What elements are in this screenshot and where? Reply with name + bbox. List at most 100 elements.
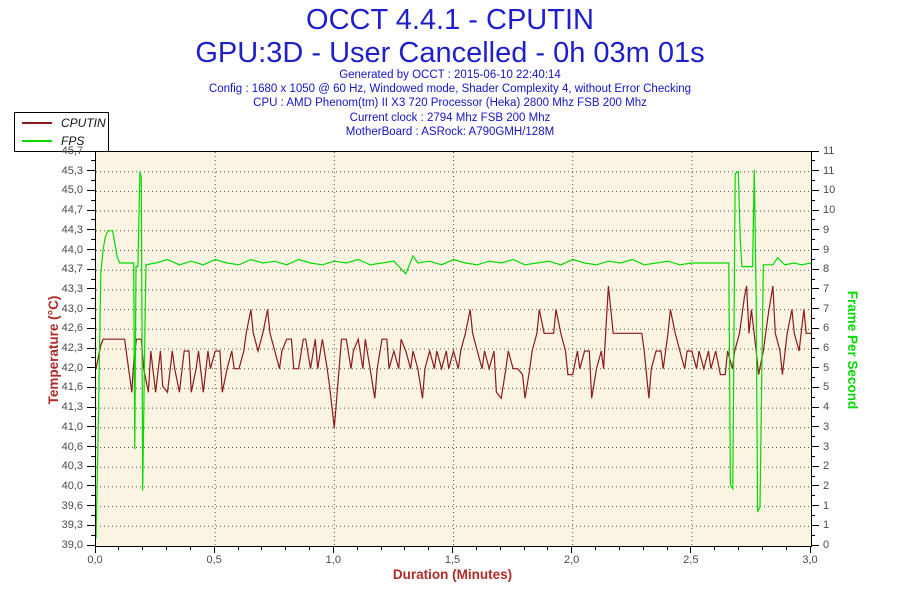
y-right-tick-label: 10: [823, 184, 836, 197]
x-axis-title: Duration (Minutes): [392, 567, 513, 582]
x-tick-label: 0,0: [87, 554, 103, 566]
legend-label-cputin: CPUTIN: [61, 116, 106, 130]
y-left-tick-label: 45,0: [61, 184, 83, 197]
y-right-major-tick: [811, 170, 819, 172]
y-right-tick-label: 2: [823, 460, 830, 473]
legend-item-cputin: CPUTIN: [15, 115, 108, 131]
info-line-cpu: CPU : AMD Phenom(tm) II X3 720 Processor…: [253, 97, 647, 110]
y-left-major-tick: [87, 426, 95, 428]
plot-area: [95, 151, 812, 547]
legend-item-fps: FPS: [15, 133, 108, 149]
info-line-generated: Generated by OCCT : 2015-06-10 22:40:14: [339, 69, 561, 81]
y-right-major-tick: [811, 209, 819, 211]
y-left-tick-label: 44,0: [61, 243, 83, 256]
report-title: OCCT 4.4.1 - CPUTIN: [306, 4, 594, 36]
x-major-tick: [452, 546, 453, 553]
cputin-line-swatch: [22, 122, 52, 124]
y-left-major-tick: [87, 386, 95, 388]
y-left-major-tick: [87, 229, 95, 231]
y-left-major-tick: [87, 485, 95, 487]
y-right-major-tick: [811, 268, 819, 270]
x-major-tick: [213, 546, 215, 553]
series-line-fps: [96, 169, 811, 539]
info-line-clock: Current clock : 2794 Mhz FSB 200 Mhz: [349, 111, 551, 124]
y-right-major-tick: [811, 288, 819, 290]
y-right-tick-label: 1: [823, 519, 830, 532]
y-left-major-tick: [87, 249, 95, 250]
y-right-major-tick: [811, 189, 819, 191]
y-left-major-tick: [87, 189, 95, 191]
y-left-major-tick: [87, 209, 95, 211]
report-subtitle: GPU:3D - User Cancelled - 0h 03m 01s: [195, 37, 705, 69]
y-axis-right-title: Frame Per Second: [845, 290, 860, 410]
y-left-tick-label: 40,3: [61, 460, 83, 473]
y-left-major-tick: [87, 308, 95, 310]
x-major-tick: [332, 546, 334, 553]
y-left-tick-label: 39,6: [61, 499, 83, 512]
info-line-config: Config : 1680 x 1050 @ 60 Hz, Windowed m…: [208, 83, 692, 96]
x-tick-label: 1,5: [444, 554, 461, 566]
y-left-major-tick: [87, 327, 95, 329]
y-right-major-tick: [811, 465, 819, 467]
y-right-major-tick: [811, 485, 819, 487]
series-line-cputin: [96, 285, 811, 428]
y-left-major-tick: [87, 505, 95, 507]
fps-line-swatch: [22, 140, 52, 142]
y-right-major-tick: [811, 505, 819, 507]
y-right-tick-label: 0: [823, 539, 830, 551]
y-right-tick-label: 9: [823, 243, 830, 256]
y-right-major-tick: [811, 406, 819, 408]
x-tick-label: 1,0: [325, 554, 341, 566]
legend-label-fps: FPS: [61, 134, 85, 148]
x-major-tick: [809, 546, 811, 553]
chart-canvas: [96, 152, 811, 546]
y-left-tick-label: 45,3: [61, 164, 83, 177]
y-right-major-tick: [811, 367, 819, 369]
x-tick-label: 0,5: [206, 554, 222, 566]
y-axis-left-title: Temperature (°C): [46, 295, 61, 405]
y-right-major-tick: [811, 426, 819, 428]
y-right-tick-label: 3: [823, 440, 830, 453]
y-right-major-tick: [811, 347, 819, 349]
y-right-tick-label: 11: [823, 164, 835, 177]
y-right-major-tick: [811, 249, 819, 250]
y-right-major-tick: [811, 229, 819, 231]
x-major-tick: [94, 546, 96, 553]
y-left-major-tick: [87, 288, 95, 290]
x-major-tick: [690, 546, 692, 553]
y-left-tick-label: 39,3: [61, 519, 83, 532]
y-right-major-tick: [811, 308, 819, 310]
x-tick-label: 2,0: [564, 554, 580, 566]
x-major-tick: [571, 546, 573, 553]
y-left-major-tick: [87, 268, 95, 270]
y-left-major-tick: [87, 367, 95, 369]
y-right-major-tick: [811, 386, 819, 388]
y-left-major-tick: [87, 406, 95, 408]
y-right-major-tick: [811, 524, 819, 526]
y-right-major-tick: [811, 446, 819, 447]
x-tick-label: 2,5: [683, 554, 699, 566]
y-right-tick-label: 1: [823, 499, 830, 512]
y-left-tick-label: 40,0: [61, 479, 83, 492]
y-right-major-tick: [811, 327, 819, 329]
y-right-tick-label: 9: [823, 223, 830, 236]
y-right-major-tick: [811, 150, 819, 152]
y-left-major-tick: [87, 347, 95, 349]
info-line-motherboard: MotherBoard : ASRock: A790GMH/128M: [345, 125, 555, 138]
legend: CPUTIN FPS: [14, 112, 109, 152]
y-right-tick-label: 11: [823, 145, 835, 157]
y-left-major-tick: [87, 465, 95, 467]
x-tick-label: 3,0: [802, 554, 818, 566]
y-left-major-tick: [87, 524, 95, 526]
report-info-block: Generated by OCCT : 2015-06-10 22:40:14 …: [0, 68, 900, 139]
y-left-major-tick: [87, 170, 95, 172]
y-left-major-tick: [87, 446, 95, 447]
y-left-tick-label: 39,0: [61, 539, 83, 551]
y-left-tick-label: 40,6: [61, 440, 83, 453]
y-right-tick-label: 2: [823, 479, 830, 492]
y-right-tick-label: 10: [823, 204, 836, 217]
y-left-tick-label: 44,3: [61, 223, 83, 236]
y-left-major-tick: [87, 544, 95, 546]
y-left-tick-label: 44,7: [61, 204, 83, 217]
